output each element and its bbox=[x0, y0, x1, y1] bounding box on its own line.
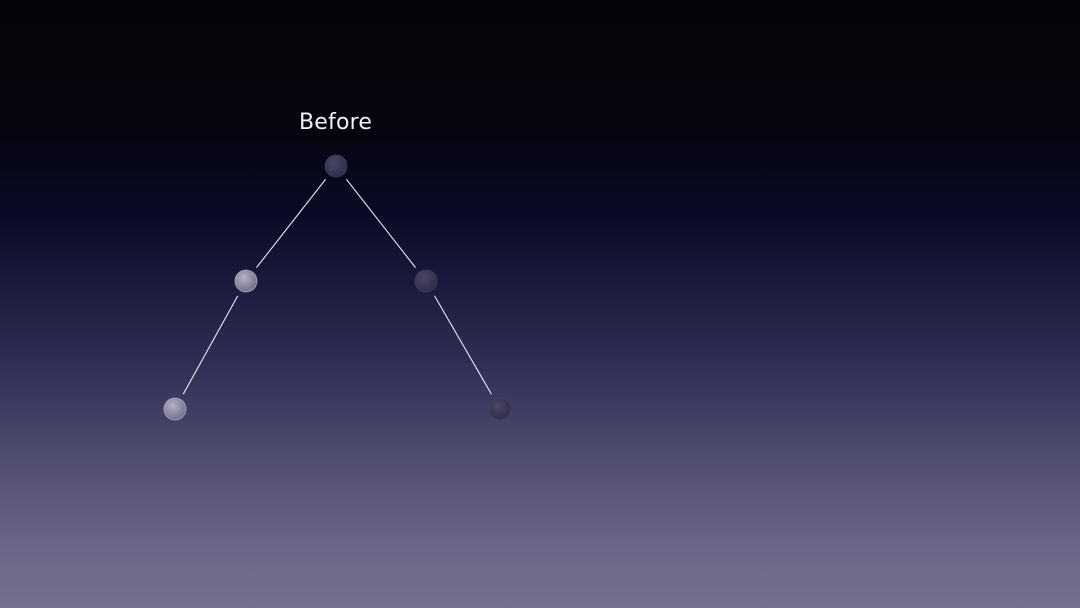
tree-edge-left-child-to-left-left-grandchild bbox=[182, 295, 239, 395]
slide-title: Before bbox=[299, 110, 373, 135]
tree-node-root bbox=[324, 154, 348, 178]
tree-edge-root-to-right-child bbox=[346, 179, 416, 268]
tree-node-left-child bbox=[234, 269, 258, 293]
tree-node-right-right-grandchild bbox=[488, 397, 512, 421]
tree-edges bbox=[182, 179, 492, 395]
tree-node-left-left-grandchild bbox=[163, 397, 187, 421]
tree-nodes bbox=[163, 154, 512, 421]
tree-edge-right-child-to-right-right-grandchild bbox=[434, 295, 492, 395]
tree-edge-root-to-left-child bbox=[256, 179, 326, 268]
tree-node-right-child bbox=[414, 269, 438, 293]
